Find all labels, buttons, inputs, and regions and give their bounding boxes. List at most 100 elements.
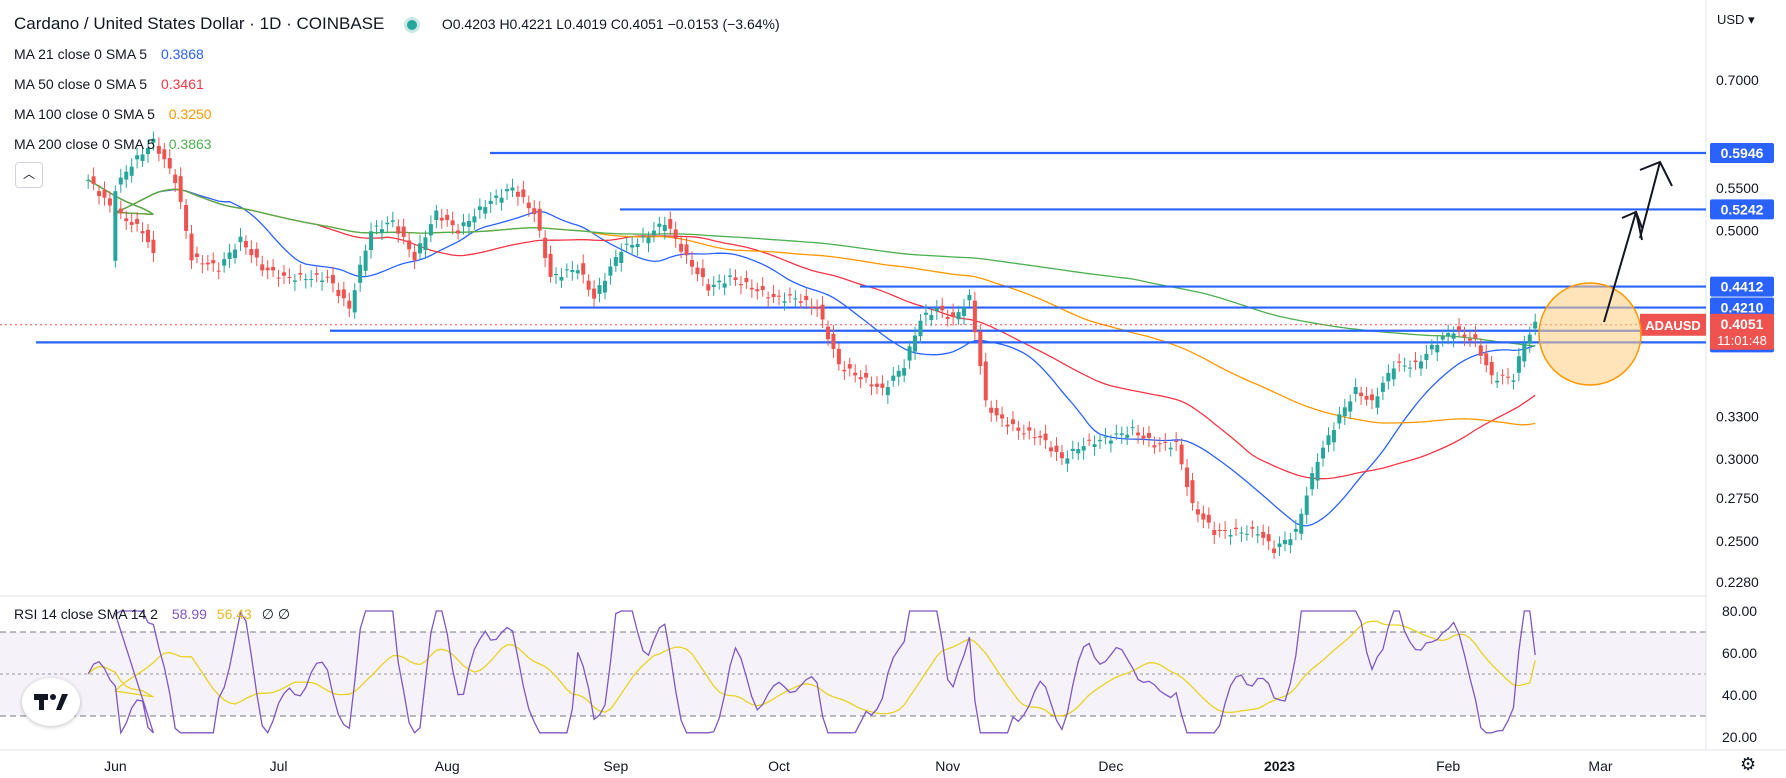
candle (1424, 345, 1429, 369)
candle (896, 365, 901, 386)
candle (412, 244, 417, 269)
candle (466, 213, 471, 235)
candle (1136, 424, 1141, 444)
candle (124, 165, 129, 188)
price-tick-label: 0.7000 (1716, 72, 1759, 88)
rsi-tick-label: 20.00 (1722, 729, 1757, 745)
candle (1457, 317, 1462, 337)
time-tick-label: Jun (104, 758, 127, 774)
candle (978, 325, 983, 375)
candle (1168, 442, 1173, 457)
candle (532, 200, 537, 223)
candle (1277, 536, 1282, 557)
legend-ma21[interactable]: MA 21 close 0 SMA 5 0.3868 (14, 46, 204, 62)
rsi-tick-label: 60.00 (1722, 645, 1757, 661)
candle (820, 296, 825, 328)
gear-icon[interactable]: ⚙ (1740, 754, 1757, 774)
tradingview-logo-icon[interactable] (22, 678, 80, 726)
horizontal-levels[interactable]: 0.59460.52420.44120.42100.39970.3895ADAU… (0, 143, 1774, 353)
candle (1141, 427, 1146, 445)
candle (1467, 331, 1472, 348)
candle (341, 281, 346, 307)
candle (282, 264, 286, 285)
price-tick-label: 0.2500 (1716, 533, 1759, 549)
rsi-legend[interactable]: RSI 14 close SMA 14 2 58.99 56.43 ∅ ∅ (14, 606, 290, 623)
legend-ma50[interactable]: MA 50 close 0 SMA 5 0.3461 (14, 76, 204, 92)
time-tick-label: Aug (435, 758, 460, 774)
price-pane[interactable] (0, 0, 1706, 596)
candle (733, 269, 738, 287)
candle (1157, 437, 1162, 453)
time-tick-label: Sep (603, 758, 628, 774)
legend-ma200[interactable]: MA 200 close 0 SMA 5 0.3863 (14, 136, 212, 152)
candle (243, 235, 248, 255)
candle (330, 266, 335, 293)
time-tick-label: Nov (935, 758, 960, 774)
candle (1000, 406, 1005, 428)
candle (445, 209, 450, 227)
candle (1326, 427, 1331, 453)
candle (434, 204, 439, 229)
candle (869, 376, 874, 396)
candle (1244, 525, 1249, 541)
candle (728, 268, 733, 286)
candle (156, 137, 161, 162)
candle (401, 218, 406, 245)
candle (989, 400, 994, 422)
candle (994, 399, 999, 422)
candle (1043, 424, 1048, 449)
level-price-tag (1710, 143, 1774, 164)
candle (1380, 376, 1385, 401)
candle (1065, 450, 1070, 472)
candle (292, 273, 297, 291)
candle (396, 219, 401, 243)
candle (891, 366, 896, 387)
candle (962, 298, 966, 325)
candle (450, 211, 455, 235)
candle (374, 220, 379, 235)
rsi-tick-label: 80.00 (1722, 603, 1757, 619)
candle (1038, 430, 1043, 446)
candle (923, 304, 928, 324)
candle (129, 158, 134, 183)
candle (608, 258, 613, 285)
candle (983, 352, 988, 407)
candle (537, 200, 542, 238)
candle (1408, 360, 1413, 378)
currency-selector[interactable]: USD ▾ (1717, 12, 1755, 27)
candle (118, 168, 123, 193)
candle (428, 215, 433, 243)
price-tick-label: 0.3000 (1716, 451, 1759, 467)
candle (972, 291, 977, 341)
candle (749, 279, 754, 298)
legend-ma200-value: 0.3863 (168, 136, 212, 152)
arrow-up-icon[interactable] (1635, 160, 1673, 241)
highlight-circle[interactable] (1538, 282, 1642, 386)
candle (793, 290, 798, 308)
candle (1206, 507, 1211, 529)
candle (646, 231, 651, 253)
candle (118, 200, 123, 220)
candle (233, 243, 238, 264)
legend-ma100[interactable]: MA 100 close 0 SMA 5 0.3250 (14, 106, 212, 122)
candle (379, 220, 384, 241)
candle (956, 305, 961, 325)
ma-line-ma200 (87, 179, 1536, 347)
candle (1201, 505, 1206, 529)
symbol-title[interactable]: Cardano / United States Dollar · 1D · CO… (14, 14, 385, 33)
candle (1440, 330, 1445, 347)
candle (1081, 437, 1086, 460)
candle (477, 198, 482, 219)
candle (1070, 440, 1075, 460)
annotations[interactable] (1538, 160, 1673, 386)
candle (363, 244, 368, 278)
candle (271, 258, 276, 278)
time-tick-label: Feb (1436, 758, 1460, 774)
candle (189, 224, 194, 269)
candle (874, 376, 879, 395)
level-price-label: 0.5946 (1721, 145, 1764, 161)
chevron-up-icon[interactable]: ︿ (15, 162, 43, 188)
candle (1489, 355, 1494, 385)
candle (602, 272, 607, 300)
